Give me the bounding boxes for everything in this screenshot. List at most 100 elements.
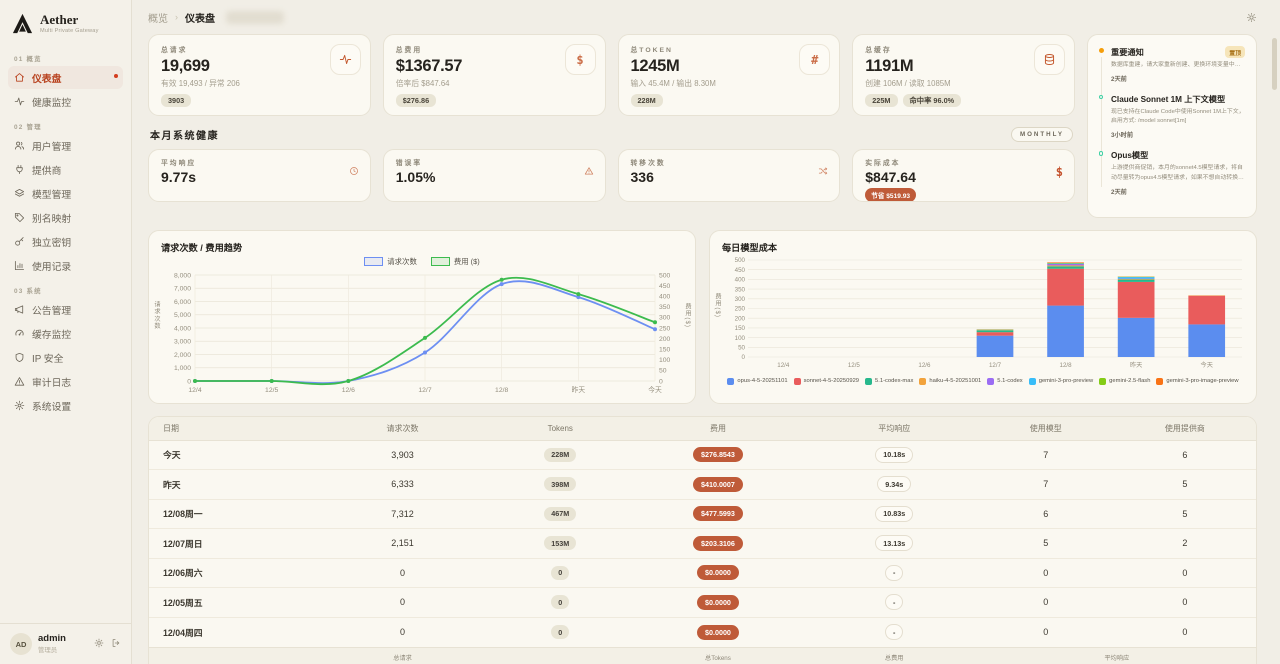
stat-label: 总TOKEN <box>630 47 673 54</box>
stat-card: 总费用 $1367.57 倍率后 $847.64 $276.86 $ <box>382 34 606 116</box>
sidebar-item-usage-records[interactable]: 使用记录 <box>8 254 123 277</box>
legend-item[interactable]: 5.1-codex-max <box>865 377 913 385</box>
logout-icon[interactable] <box>111 635 121 653</box>
sidebar-item-providers[interactable]: 提供商 <box>8 158 123 181</box>
svg-text:12/5: 12/5 <box>265 387 278 394</box>
table-footer: 总请求19,699总Tokens1245M总费用$1367.5668平均响应10… <box>149 647 1256 664</box>
sidebar-item-ip-security[interactable]: IP 安全 <box>8 346 123 369</box>
avg-response-badge: - <box>885 564 904 581</box>
gear-icon <box>14 400 25 411</box>
cell-providers: 5 <box>1182 479 1188 490</box>
breadcrumb-root[interactable]: 概览 <box>148 13 168 25</box>
svg-text:昨天: 昨天 <box>572 385 586 394</box>
app-title: Aether <box>40 12 79 27</box>
svg-text:3,000: 3,000 <box>174 338 191 345</box>
legend-label: gemini-3-pro-image-preview <box>1166 378 1239 385</box>
table-row: 12/07周日 2,151 153M $203.3106 13.13s 5 2 <box>149 529 1256 559</box>
announcement-item[interactable]: Claude Sonnet 1M 上下文模型 现已支持在Claude Code中使… <box>1098 93 1245 140</box>
sidebar-item-label: 别名映射 <box>32 213 72 225</box>
nav-section-label: 01 概览 <box>14 56 42 63</box>
settings-gear-icon[interactable] <box>94 635 104 653</box>
sidebar-item-cache-monitor[interactable]: 缓存监控 <box>8 322 123 345</box>
column-header: 使用提供商 <box>1164 423 1205 433</box>
legend-item[interactable]: 5.1-codex <box>987 377 1023 385</box>
charts-row: 请求次数 / 费用趋势 请求次数 费用 ($) 8,000 7,000 6,000 5,… <box>148 229 1257 404</box>
sidebar-item-audit-logs[interactable]: 审计日志 <box>8 370 123 393</box>
footer-label: 平均响应 <box>1104 654 1130 662</box>
legend-item[interactable]: gemini-2.5-flash <box>1099 377 1151 385</box>
bar-chart-canvas: 500 450 400 350 300 250 200 150 100 50 0 12/4 12/5 12… <box>722 254 1244 375</box>
cost-badge: $203.3106 <box>692 535 743 551</box>
notice-time: 3小时前 <box>1111 132 1134 140</box>
timeline-line <box>1101 57 1102 187</box>
stat-badge: 3903 <box>161 93 192 108</box>
sidebar-item-alias-mapping[interactable]: 别名映射 <box>8 206 123 229</box>
notice-body: 数据库重建，请大家重新创建、更换环境变量中的Key。 <box>1111 62 1241 68</box>
line-chart-canvas: 8,000 7,000 6,000 5,000 4,000 3,000 2,000 1,000… <box>161 269 683 400</box>
sidebar-item-announcements[interactable]: 公告管理 <box>8 298 123 321</box>
warning-icon <box>584 163 594 181</box>
cell-requests: 6,333 <box>391 479 414 490</box>
stat-label: 总费用 <box>395 47 423 54</box>
legend-label: gemini-2.5-flash <box>1109 378 1151 385</box>
cell-providers: 2 <box>1182 538 1188 549</box>
legend-swatch <box>1156 377 1164 385</box>
cost-badge: $410.0007 <box>692 476 743 492</box>
announcement-item[interactable]: Opus模型 上游提供商促销，本月的sonnet4.5模型请求，将自动尽量转为op… <box>1098 149 1245 196</box>
stat-value: 1245M <box>630 57 680 75</box>
theme-toggle-icon[interactable] <box>1246 12 1257 23</box>
svg-text:250: 250 <box>659 325 671 332</box>
sidebar-item-label: 系统设置 <box>32 401 72 413</box>
tokens-badge: 0 <box>551 565 570 580</box>
svg-text:7,000: 7,000 <box>174 285 191 292</box>
legend-item[interactable]: opus-4-5-20251101 <box>727 377 788 385</box>
legend-item[interactable]: 请求次数 <box>364 256 417 267</box>
legend-swatch <box>1028 377 1036 385</box>
sidebar-item-health-monitor[interactable]: 健康监控 <box>8 90 123 113</box>
home-icon <box>14 72 25 83</box>
sidebar-item-standalone-keys[interactable]: 独立密钥 <box>8 230 123 253</box>
line-chart-legend: 请求次数 费用 ($) <box>161 254 683 269</box>
sidebar-item-system-settings[interactable]: 系统设置 <box>8 394 123 417</box>
svg-text:150: 150 <box>659 346 671 353</box>
stat-value: $1367.57 <box>395 57 463 75</box>
legend-item[interactable]: gemini-3-pro-image-preview <box>1156 377 1239 385</box>
svg-text:450: 450 <box>659 283 671 290</box>
cell-providers: 0 <box>1182 567 1188 578</box>
activity-icon <box>14 96 25 107</box>
footer-summary: 总Tokens1245M <box>625 653 811 664</box>
sidebar-item-users[interactable]: 用户管理 <box>8 134 123 157</box>
nav-section-label: 03 系统 <box>14 288 42 295</box>
sidebar-item-models[interactable]: 模型管理 <box>8 182 123 205</box>
clock-icon <box>349 163 359 181</box>
stat-badge: 228M <box>630 93 663 108</box>
footer-summary: 平均响应10.36s <box>978 653 1256 664</box>
svg-text:12/8: 12/8 <box>1060 362 1073 369</box>
legend-item[interactable]: haiku-4-5-20251001 <box>919 377 981 385</box>
cost-badge: $477.5993 <box>692 506 743 522</box>
tokens-badge: 228M <box>544 447 577 462</box>
footer-value: 19,699 <box>310 663 496 664</box>
users-icon <box>14 140 25 151</box>
aether-logo-icon <box>12 13 33 34</box>
health-value: 336 <box>630 169 654 185</box>
scrollbar-thumb[interactable] <box>1272 38 1277 90</box>
sidebar-item-label: 独立密钥 <box>32 237 72 249</box>
svg-text:12/4: 12/4 <box>777 362 790 369</box>
legend-item[interactable]: gemini-3-pro-preview <box>1028 377 1093 385</box>
svg-text:5,000: 5,000 <box>174 312 191 319</box>
health-label: 错误率 <box>395 160 423 167</box>
table-header: 日期 请求次数 Tokens 费用 平均响应 使用模型 使用提供商 <box>149 416 1256 441</box>
shield-icon <box>14 352 25 363</box>
health-value: 1.05% <box>395 169 436 185</box>
cell-requests: 2,151 <box>391 538 414 549</box>
database-icon <box>1034 44 1065 75</box>
tokens-badge: 398M <box>544 477 577 492</box>
svg-text:500: 500 <box>735 257 746 264</box>
legend-label: 费用 ($) <box>453 256 480 266</box>
sidebar-item-dashboard[interactable]: 仪表盘 <box>8 66 123 89</box>
legend-item[interactable]: 费用 ($) <box>430 256 480 267</box>
table-row: 12/06周六 0 0 $0.0000 - 0 0 <box>149 559 1256 589</box>
legend-item[interactable]: sonnet-4-5-20250929 <box>793 377 859 385</box>
